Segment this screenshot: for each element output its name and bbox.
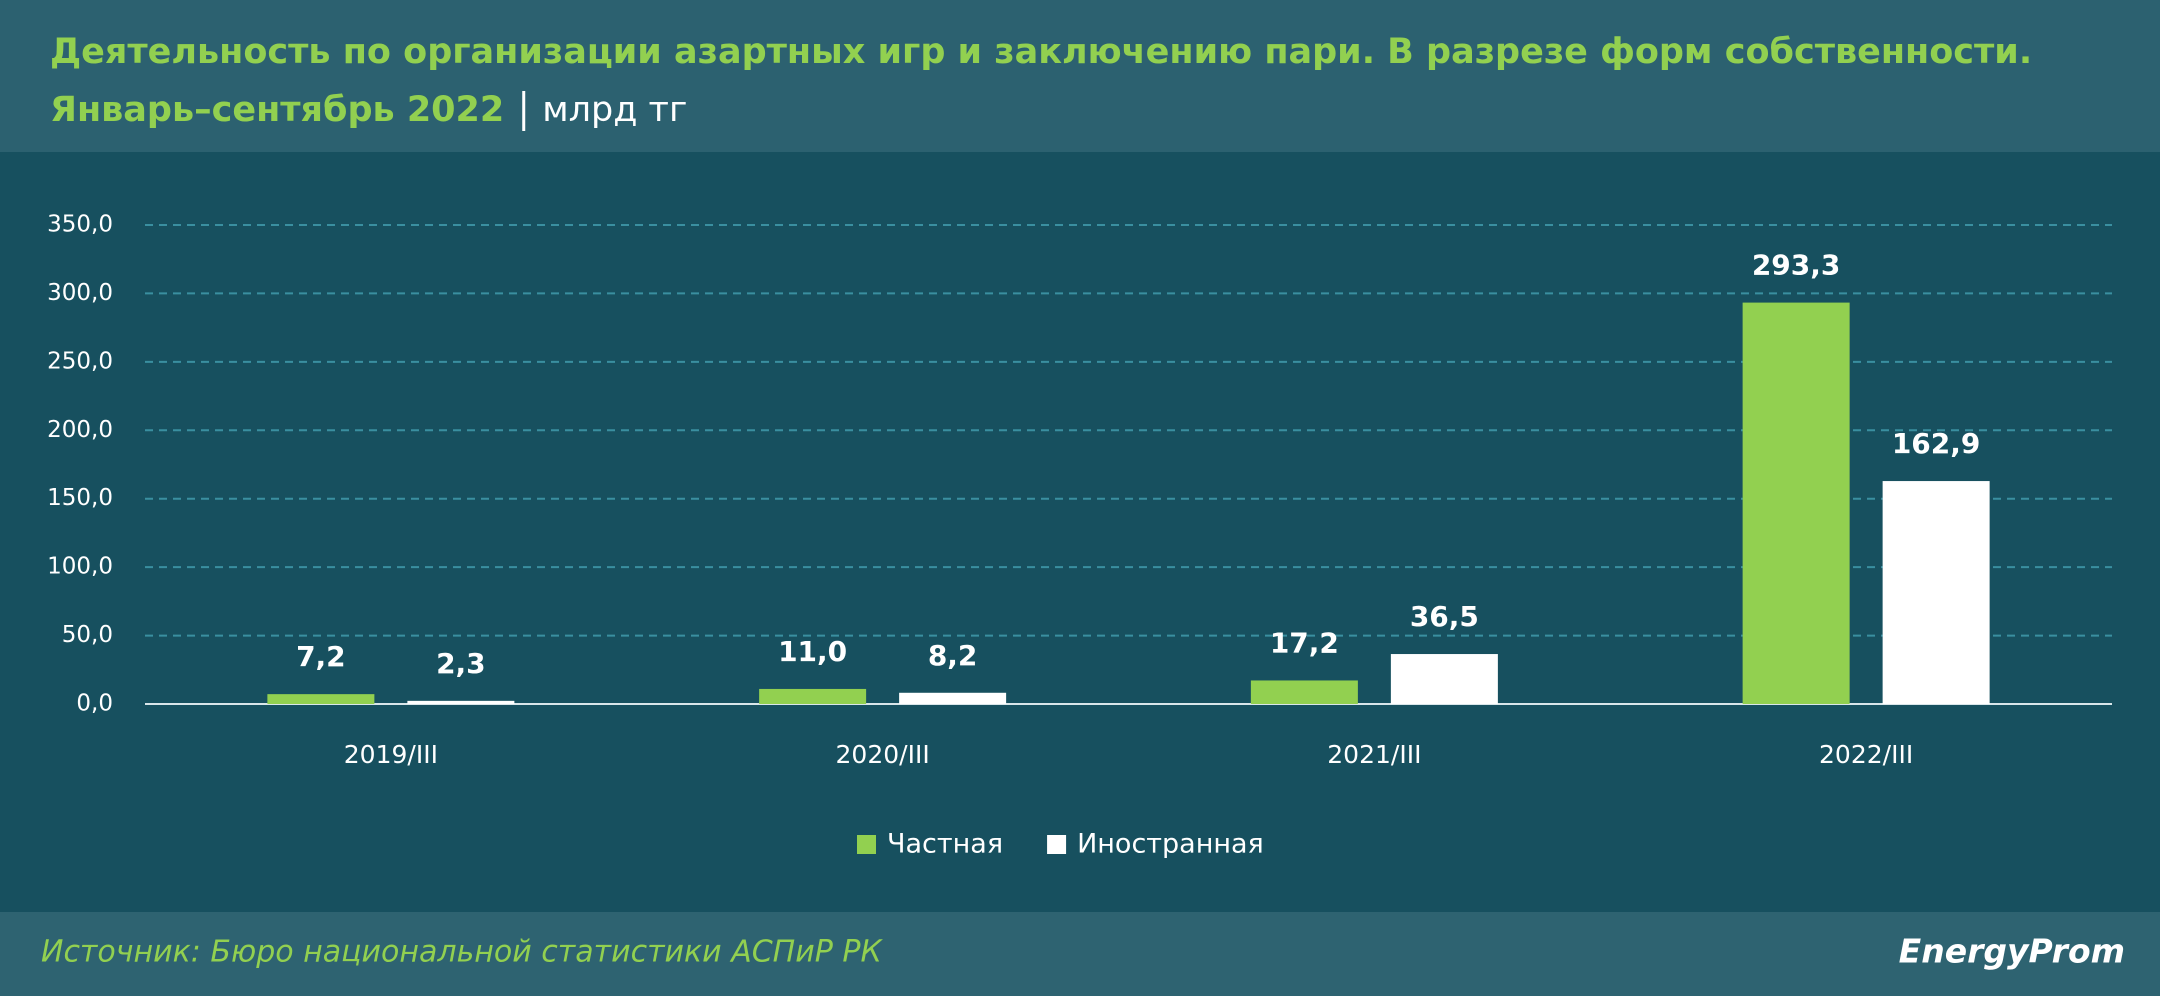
bar (899, 692, 1007, 704)
bar (1882, 481, 1990, 704)
y-tick-label: 150,0 (47, 485, 113, 511)
value-label: 11,0 (778, 635, 847, 668)
value-label: 162,9 (1892, 427, 1981, 460)
value-label: 17,2 (1270, 626, 1339, 659)
legend-label: Иностранная (1077, 829, 1264, 860)
chart-subtitle: Январь–сентябрь 2022 (50, 90, 504, 130)
bar (1250, 680, 1358, 704)
bar (267, 694, 375, 704)
legend-swatch (1047, 835, 1067, 854)
y-tick-label: 250,0 (47, 348, 113, 374)
chart-title: Деятельность по организации азартных игр… (50, 32, 2032, 72)
value-label: 7,2 (296, 640, 346, 673)
legend-label: Частная (887, 829, 1003, 860)
y-tick-label: 0,0 (76, 691, 113, 717)
y-tick-label: 200,0 (47, 417, 113, 443)
value-label: 2,3 (436, 647, 486, 680)
footer-band (0, 912, 2160, 996)
value-label: 36,5 (1410, 600, 1479, 633)
value-label: 8,2 (928, 639, 978, 672)
source-note: Источник: Бюро национальной статистики А… (41, 935, 883, 970)
bar (759, 688, 867, 704)
unit-label: млрд тг (542, 90, 687, 130)
x-tick-label: 2020/III (836, 740, 930, 769)
bar (1742, 302, 1850, 704)
value-label: 293,3 (1752, 249, 1841, 282)
bar (1390, 654, 1498, 704)
header-band (0, 0, 2160, 152)
bar (407, 700, 515, 704)
x-tick-label: 2019/III (344, 740, 438, 769)
y-tick-label: 350,0 (47, 212, 113, 238)
x-tick-label: 2022/III (1819, 740, 1913, 769)
y-tick-label: 50,0 (62, 622, 113, 648)
y-tick-label: 100,0 (47, 554, 113, 580)
brand-logo: EnergyProm (1899, 932, 2125, 971)
x-tick-label: 2021/III (1327, 740, 1421, 769)
y-tick-label: 300,0 (47, 280, 113, 306)
separator (522, 91, 526, 131)
legend-swatch (857, 835, 876, 854)
